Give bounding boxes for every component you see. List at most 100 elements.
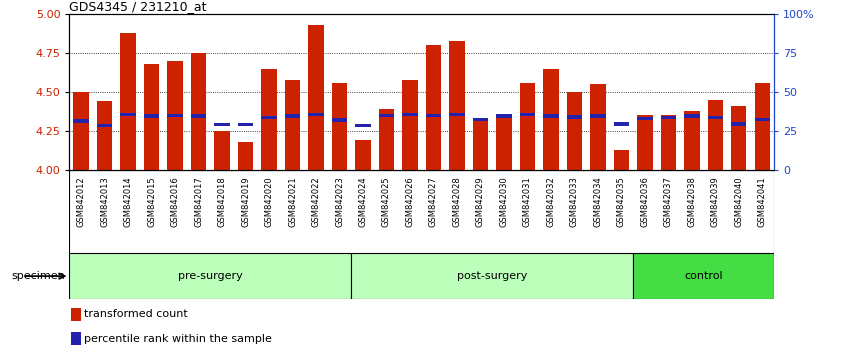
Bar bbox=[214, 123, 230, 126]
Text: GSM842014: GSM842014 bbox=[124, 177, 133, 227]
Bar bbox=[379, 114, 394, 117]
Text: GSM842035: GSM842035 bbox=[617, 177, 626, 227]
Bar bbox=[238, 123, 253, 126]
Bar bbox=[567, 115, 582, 119]
Bar bbox=[261, 69, 277, 170]
Bar bbox=[355, 140, 371, 170]
Bar bbox=[191, 114, 206, 118]
Text: GSM842025: GSM842025 bbox=[382, 177, 391, 227]
Bar bbox=[731, 122, 746, 126]
Text: percentile rank within the sample: percentile rank within the sample bbox=[84, 333, 272, 344]
Bar bbox=[168, 114, 183, 117]
Text: GSM842036: GSM842036 bbox=[640, 177, 650, 228]
Bar bbox=[71, 332, 80, 345]
Bar bbox=[449, 41, 464, 170]
Text: GSM842029: GSM842029 bbox=[476, 177, 485, 227]
Bar bbox=[120, 33, 135, 170]
Text: transformed count: transformed count bbox=[84, 309, 188, 320]
Bar bbox=[332, 118, 347, 122]
Bar bbox=[661, 116, 676, 119]
Bar bbox=[497, 114, 512, 118]
Text: GSM842023: GSM842023 bbox=[335, 177, 344, 227]
Bar bbox=[285, 80, 300, 170]
Bar bbox=[285, 114, 300, 118]
Text: GSM842034: GSM842034 bbox=[593, 177, 602, 227]
Text: GSM842021: GSM842021 bbox=[288, 177, 297, 227]
Text: GSM842041: GSM842041 bbox=[758, 177, 766, 227]
Bar bbox=[261, 116, 277, 119]
Text: GSM842027: GSM842027 bbox=[429, 177, 438, 227]
Bar bbox=[69, 253, 351, 299]
Text: control: control bbox=[684, 271, 723, 281]
Text: GSM842032: GSM842032 bbox=[547, 177, 556, 227]
Bar bbox=[351, 253, 633, 299]
Text: GSM842013: GSM842013 bbox=[100, 177, 109, 227]
Bar bbox=[74, 92, 89, 170]
Bar bbox=[403, 113, 418, 116]
Text: GSM842024: GSM842024 bbox=[359, 177, 367, 227]
Bar bbox=[74, 119, 89, 122]
Bar bbox=[633, 253, 774, 299]
Text: pre-surgery: pre-surgery bbox=[178, 271, 243, 281]
Bar bbox=[168, 61, 183, 170]
Bar bbox=[684, 114, 700, 118]
Bar bbox=[71, 308, 80, 321]
Text: GSM842012: GSM842012 bbox=[77, 177, 85, 227]
Bar bbox=[403, 80, 418, 170]
Bar bbox=[473, 118, 488, 121]
Text: GSM842015: GSM842015 bbox=[147, 177, 157, 227]
Bar bbox=[144, 64, 159, 170]
Bar bbox=[708, 100, 723, 170]
Bar bbox=[449, 113, 464, 116]
Text: post-surgery: post-surgery bbox=[457, 271, 527, 281]
Text: GSM842017: GSM842017 bbox=[194, 177, 203, 227]
Text: specimen: specimen bbox=[11, 271, 65, 281]
Bar bbox=[637, 115, 652, 170]
Bar bbox=[97, 124, 113, 127]
Text: GSM842028: GSM842028 bbox=[453, 177, 461, 227]
Bar bbox=[613, 122, 629, 126]
Bar bbox=[567, 92, 582, 170]
Text: GSM842020: GSM842020 bbox=[265, 177, 273, 227]
Text: GSM842018: GSM842018 bbox=[217, 177, 227, 227]
Bar bbox=[426, 114, 441, 117]
Bar bbox=[519, 113, 535, 116]
Bar bbox=[755, 118, 770, 121]
Bar bbox=[519, 83, 535, 170]
Bar bbox=[120, 113, 135, 116]
Bar bbox=[661, 115, 676, 170]
Text: GSM842033: GSM842033 bbox=[570, 177, 579, 228]
Bar bbox=[731, 106, 746, 170]
Bar bbox=[684, 111, 700, 170]
Bar bbox=[309, 25, 324, 170]
Bar bbox=[214, 131, 230, 170]
Text: GSM842030: GSM842030 bbox=[499, 177, 508, 227]
Bar bbox=[473, 119, 488, 170]
Text: GSM842019: GSM842019 bbox=[241, 177, 250, 227]
Bar bbox=[613, 150, 629, 170]
Text: GSM842040: GSM842040 bbox=[734, 177, 744, 227]
Bar bbox=[708, 116, 723, 119]
Text: GSM842022: GSM842022 bbox=[311, 177, 321, 227]
Bar bbox=[637, 117, 652, 120]
Bar bbox=[591, 84, 606, 170]
Bar bbox=[426, 45, 441, 170]
Text: GSM842037: GSM842037 bbox=[664, 177, 673, 228]
Text: GSM842038: GSM842038 bbox=[687, 177, 696, 228]
Bar bbox=[355, 124, 371, 127]
Bar bbox=[543, 69, 558, 170]
Bar bbox=[191, 53, 206, 170]
Bar bbox=[238, 142, 253, 170]
Bar bbox=[591, 114, 606, 118]
Bar bbox=[309, 113, 324, 116]
Text: GSM842039: GSM842039 bbox=[711, 177, 720, 227]
Bar bbox=[543, 114, 558, 118]
Bar bbox=[379, 109, 394, 170]
Text: GSM842031: GSM842031 bbox=[523, 177, 532, 227]
Bar bbox=[144, 114, 159, 118]
Bar bbox=[332, 83, 347, 170]
Bar bbox=[97, 101, 113, 170]
Text: GDS4345 / 231210_at: GDS4345 / 231210_at bbox=[69, 0, 207, 13]
Bar bbox=[497, 115, 512, 170]
Text: GSM842026: GSM842026 bbox=[405, 177, 415, 227]
